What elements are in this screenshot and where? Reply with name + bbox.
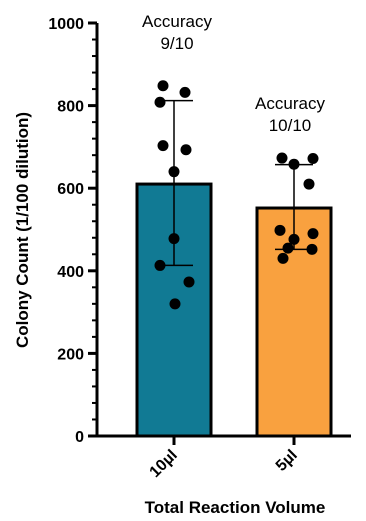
data-point [277, 252, 289, 264]
x-tick-label: 10µl [147, 447, 181, 481]
data-point [168, 233, 180, 245]
x-tick-label: 5µl [273, 447, 301, 475]
data-point [306, 243, 318, 255]
y-tick-label: 600 [57, 181, 84, 198]
x-axis: 10µl 5µl [95, 434, 351, 481]
y-axis: 0 200 400 600 800 1000 [48, 16, 99, 446]
data-point [179, 86, 191, 98]
y-tick-label: 0 [75, 429, 84, 446]
data-point [276, 152, 288, 164]
data-point [307, 228, 319, 240]
data-point [282, 242, 294, 254]
data-point [169, 298, 181, 310]
data-point [288, 233, 300, 245]
y-axis-title: Colony Count (1/100 dilution) [13, 112, 32, 348]
data-point [274, 224, 286, 236]
y-tick-label: 200 [57, 346, 84, 363]
data-point [307, 152, 319, 164]
data-point [157, 140, 169, 152]
annotation-text: Accuracy [255, 94, 325, 113]
data-point [154, 259, 166, 271]
annotation-text: 10/10 [269, 116, 312, 135]
annotation-text: Accuracy [142, 12, 212, 31]
data-point [288, 158, 300, 170]
data-point [154, 96, 166, 108]
y-tick-label: 1000 [48, 16, 84, 33]
y-tick-label: 800 [57, 99, 84, 116]
data-point [303, 178, 315, 190]
y-tick-label: 400 [57, 264, 84, 281]
x-axis-title: Total Reaction Volume [145, 498, 326, 517]
data-point [180, 144, 192, 156]
data-points [154, 80, 319, 310]
data-point [168, 166, 180, 178]
bars [135, 182, 333, 438]
annotations: Accuracy 9/10 Accuracy 10/10 [142, 12, 325, 135]
data-point [157, 80, 169, 92]
data-point [183, 276, 195, 288]
annotation-text: 9/10 [160, 34, 193, 53]
